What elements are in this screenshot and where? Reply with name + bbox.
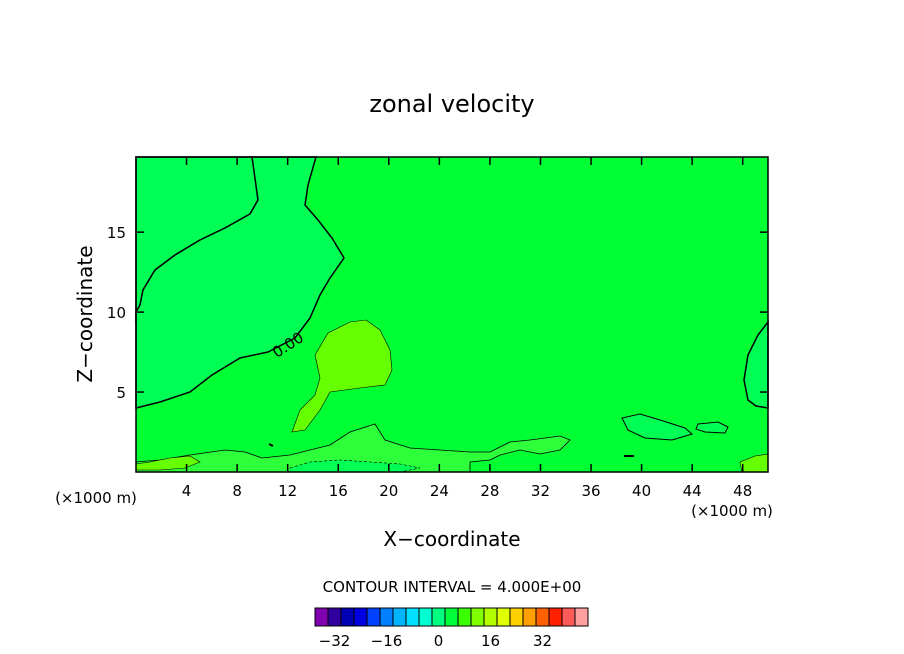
zero-contour-region [135,156,345,409]
colorbar-swatch [340,607,355,627]
x-unit-left: (×1000 m) [55,489,137,507]
region-negative-right [743,319,769,409]
x-tick-label: 44 [683,482,702,500]
colorbar-swatch [353,607,368,627]
colorbar-swatch [392,607,407,627]
colorbar-swatch [444,607,459,627]
colorbar-tick-label: 0 [434,632,444,650]
x-axis-ticks: 4 8 12 16 20 24 28 32 36 40 44 48 [182,157,752,500]
colorbar-swatch [470,607,485,627]
colorbar-swatch [561,607,576,627]
plot-border [135,156,769,473]
region-small-2 [695,421,729,434]
colorbar-swatch [314,607,329,627]
colorbar-swatch [483,607,498,627]
x-tick-label: 12 [278,482,297,500]
x-axis-label: X−coordinate [383,527,520,551]
colorbar-swatch [522,607,537,627]
tiny-contour-mark [268,443,274,447]
y-tick-label: 15 [107,224,126,242]
region-positive-core [291,319,393,433]
x-tick-label: 32 [531,482,550,500]
x-unit-right: (×1000 m) [691,502,773,520]
colorbar-tick-labels: −32 −16 0 16 32 [319,632,552,650]
colorbar [314,607,589,627]
colorbar-swatch [457,607,472,627]
colorbar-tick-label: 16 [481,632,500,650]
colorbar-swatch [405,607,420,627]
colorbar-swatch [379,607,394,627]
colorbar-swatch [548,607,563,627]
colorbar-swatch [535,607,550,627]
x-tick-label: 28 [480,482,499,500]
colorbar-swatch [509,607,524,627]
x-tick-label: 20 [379,482,398,500]
colorbar-swatch [327,607,342,627]
chart-title: zonal velocity [369,90,534,118]
colorbar-swatch [366,607,381,627]
x-tick-label: 36 [581,482,600,500]
y-axis-label: Z−coordinate [73,245,97,382]
colorbar-swatch [496,607,511,627]
contour-interval-text: CONTOUR INTERVAL = 4.000E+00 [323,578,582,596]
colorbar-swatch [431,607,446,627]
region-small-1 [621,413,694,441]
y-tick-label: 5 [116,384,126,402]
y-axis-ticks: 5 10 15 [107,224,768,402]
x-tick-label: 8 [232,482,242,500]
y-tick-label: 10 [107,304,126,322]
colorbar-tick-label: 32 [533,632,552,650]
contour-regions [135,156,769,473]
region-surface-left-warm [135,455,201,471]
colorbar-tick-label: −16 [371,632,403,650]
x-tick-label: 40 [632,482,651,500]
x-tick-label: 48 [733,482,752,500]
colorbar-swatch [574,607,589,627]
region-surface-band [135,423,571,473]
colorbar-swatch [418,607,433,627]
x-tick-label: 4 [182,482,192,500]
x-tick-label: 24 [430,482,449,500]
colorbar-tick-label: −32 [319,632,351,650]
x-tick-label: 16 [329,482,348,500]
